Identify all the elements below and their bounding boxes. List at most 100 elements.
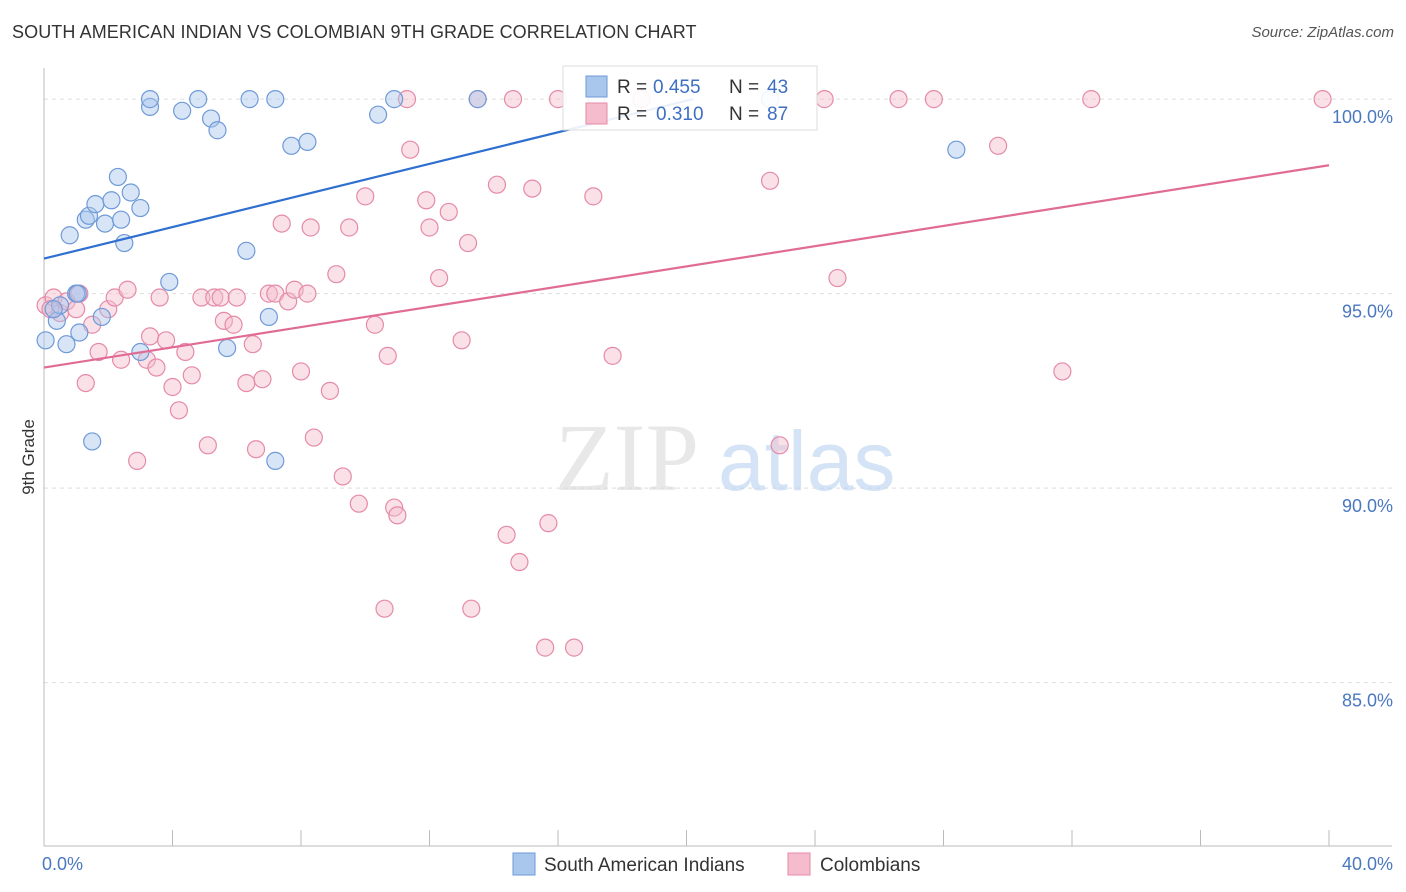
south-american-indians-point-14 (108, 167, 127, 187)
colombians-point-81 (924, 90, 943, 109)
colombians-point-69 (536, 638, 555, 657)
colombians-point-78 (815, 90, 834, 109)
x-tick-label-min: 0.0% (42, 854, 83, 874)
colombians-point-56 (417, 191, 436, 210)
colombians-point-64 (487, 175, 507, 194)
colombians-point-21 (176, 342, 195, 362)
south-american-indians-point-28 (237, 241, 256, 260)
colombians-point-26 (211, 288, 230, 307)
south-american-indians-point-33 (282, 136, 301, 155)
colombians-point-29 (227, 288, 246, 307)
south-american-indians-point-37 (468, 90, 487, 109)
south-american-indians-point-8 (79, 206, 99, 225)
colombians-point-66 (503, 90, 523, 109)
colombians-point-43 (320, 381, 340, 400)
south-american-indians-point-24 (189, 90, 208, 109)
colombians-point-77 (770, 436, 789, 455)
colombians-point-80 (889, 90, 908, 109)
legend-swatch-south-american-indians (512, 852, 536, 876)
stats-swatch-pink (585, 102, 608, 125)
colombians-point-47 (349, 494, 368, 513)
colombians-point-55 (401, 140, 420, 159)
colombians-point-72 (564, 638, 584, 657)
colombians-point-60 (452, 331, 471, 350)
south-american-indians-point-41 (44, 300, 63, 319)
colombians-point-74 (603, 346, 622, 365)
y-tick-labels: 100.0% 95.0% 90.0% 85.0% (1332, 107, 1393, 711)
colombians-point-48 (356, 187, 375, 206)
colombians-point-33 (253, 370, 272, 389)
colombians-point-16 (147, 358, 166, 377)
south-american-indians-point-20 (140, 97, 160, 117)
south-american-indians-point-18 (131, 198, 150, 218)
colombians-point-39 (291, 362, 311, 381)
south-american-indians-point-11 (92, 307, 111, 327)
south-american-indians-point-13 (102, 191, 121, 210)
colombians-point-22 (182, 366, 201, 385)
colombians-point-12 (118, 280, 137, 299)
south-american-indians-point-35 (369, 105, 388, 124)
colombians-point-82 (989, 136, 1008, 155)
legend-label-south-american-indians: South American Indians (544, 855, 745, 876)
colombians-point-36 (272, 214, 291, 233)
y-tick-label-1: 95.0% (1342, 302, 1393, 322)
south-american-indians-point-21 (140, 90, 160, 109)
colombians-point-40 (298, 284, 317, 303)
colombians-point-8 (89, 342, 108, 362)
south-american-indians-point-32 (266, 451, 285, 470)
colombians-point-25 (205, 288, 224, 307)
x-ticks (43, 830, 1330, 846)
colombians-point-24 (198, 436, 217, 455)
south-american-indians-point-4 (60, 226, 79, 245)
series-legend: South American Indians Colombians (512, 852, 920, 876)
stats-r-value-blue: 0.455 (653, 77, 701, 98)
colombians-point-84 (1082, 90, 1101, 109)
x-tick-label-max: 40.0% (1342, 854, 1393, 874)
south-american-indians-point-42 (68, 284, 87, 303)
south-american-indians-point-36 (385, 90, 404, 109)
colombians-point-41 (301, 218, 320, 237)
stats-n-label-blue: N = (729, 77, 764, 98)
colombians-point-62 (462, 599, 481, 618)
south-american-indians-point-0 (36, 331, 55, 350)
south-american-indians-point-30 (259, 307, 278, 327)
south-american-indians-point-17 (121, 183, 140, 202)
colombians-point-73 (584, 187, 603, 206)
colombians-point-31 (243, 335, 262, 354)
south-american-indians-point-40 (947, 140, 966, 159)
colombians-point-32 (246, 440, 266, 459)
colombians-point-6 (76, 373, 95, 393)
colombians-point-37 (279, 292, 298, 311)
colombians-point-15 (140, 327, 160, 346)
colombians-point-51 (378, 346, 397, 365)
y-tick-label-2: 90.0% (1342, 496, 1393, 516)
colombians-point-59 (439, 202, 458, 222)
south-american-indians-point-15 (111, 210, 131, 229)
colombians-trend-line (43, 164, 1330, 369)
south-american-indians-point-6 (70, 323, 89, 342)
y-tick-label-3: 85.0% (1342, 691, 1393, 711)
y-axis-title: 9th Grade (19, 419, 38, 495)
south-american-indians-point-1 (47, 311, 66, 330)
stats-n-value-pink: 87 (767, 104, 788, 125)
stats-legend: R = 0.455 N = 43 R = 0.310 N = 87 (562, 65, 818, 131)
colombians-point-50 (375, 599, 394, 618)
south-american-indians-point-34 (298, 132, 317, 152)
colombians-point-4 (67, 300, 86, 319)
colombians-point-30 (237, 373, 256, 393)
colombians-point-76 (760, 171, 780, 190)
colombians-point-49 (365, 315, 384, 334)
colombians-point-67 (510, 552, 529, 572)
colombians-point-45 (333, 467, 352, 486)
colombians-point-46 (340, 218, 359, 237)
axes (43, 68, 1392, 847)
colombians-point-68 (523, 179, 542, 198)
stats-n-value-blue: 43 (767, 77, 788, 98)
south-american-indians-point-26 (208, 121, 227, 140)
colombians-point-18 (156, 331, 176, 350)
colombians-point-61 (458, 233, 478, 253)
stats-r-label-pink: R = (617, 104, 652, 125)
colombians-point-28 (224, 315, 243, 334)
colombians-point-42 (304, 428, 323, 447)
